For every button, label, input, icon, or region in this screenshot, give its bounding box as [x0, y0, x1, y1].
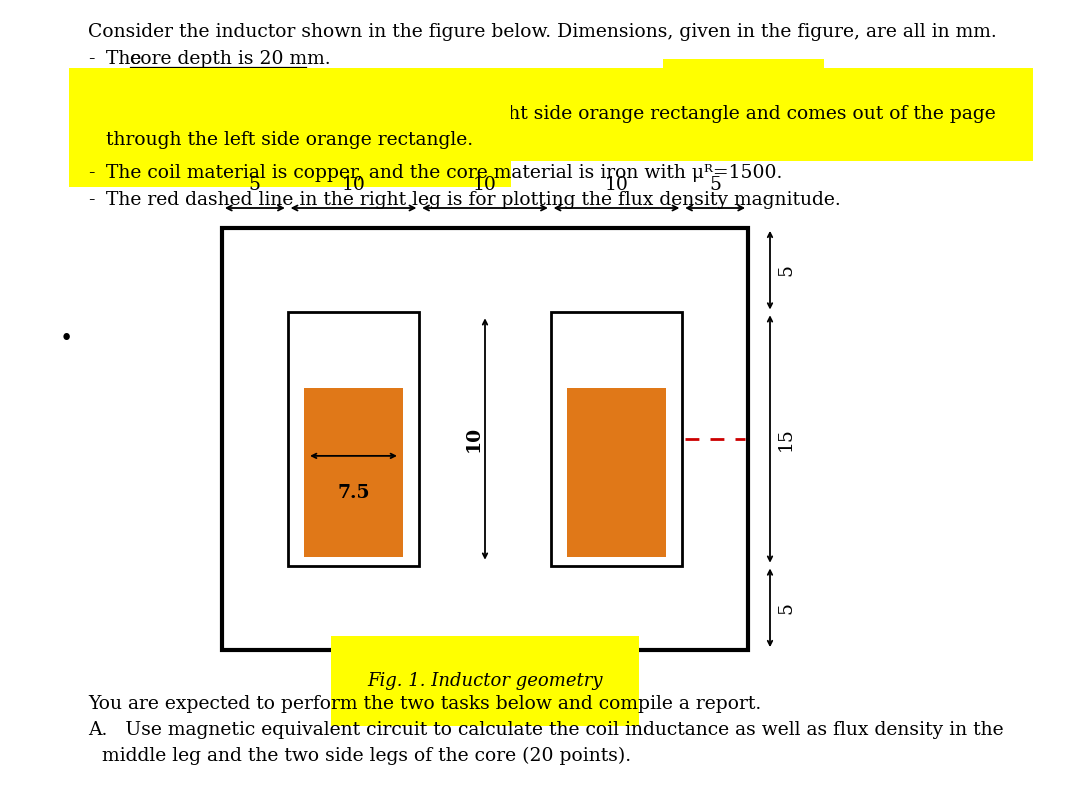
Text: 5: 5 — [249, 176, 261, 194]
Text: 25: 25 — [281, 78, 305, 96]
Text: A.   Use magnetic equivalent circuit to calculate the coil inductance as well as: A. Use magnetic equivalent circuit to ca… — [88, 721, 1004, 739]
Text: The number of turns is: The number of turns is — [106, 78, 329, 96]
Text: current goes into the page through the right side orange rectangle and comes out: current goes into the page through the r… — [106, 105, 995, 123]
Bar — [551, 312, 682, 566]
Text: The: The — [106, 50, 147, 68]
Text: -: - — [88, 50, 95, 68]
Text: 10: 10 — [342, 176, 366, 194]
Text: 5: 5 — [776, 602, 795, 614]
Text: middle leg and the two side legs of the core (20 points).: middle leg and the two side legs of the … — [102, 747, 632, 765]
Text: The coil material is copper, and the core material is iron with μᴿ=1500.: The coil material is copper, and the cor… — [106, 164, 782, 182]
Text: 15: 15 — [776, 427, 795, 451]
Text: 0.5 A.: 0.5 A. — [638, 78, 694, 96]
Text: and the DC current flowing in the winding is: and the DC current flowing in the windin… — [299, 78, 735, 96]
Text: -: - — [88, 78, 95, 96]
Text: 10: 10 — [465, 426, 484, 452]
Text: The red dashed line in the right leg is for plotting the flux density magnitude.: The red dashed line in the right leg is … — [106, 191, 841, 209]
Text: through the left side orange rectangle.: through the left side orange rectangle. — [106, 131, 473, 149]
Text: Consider the inductor shown in the figure below. Dimensions, given in the figure: Consider the inductor shown in the figur… — [88, 23, 996, 41]
Text: Fig. 1. Inductor geometry: Fig. 1. Inductor geometry — [367, 672, 602, 690]
Text: -: - — [88, 164, 95, 182]
Text: 10: 10 — [473, 176, 497, 194]
Text: Suppose the: Suppose the — [682, 78, 805, 96]
Text: 7.5: 7.5 — [338, 484, 370, 502]
Text: 5: 5 — [709, 176, 721, 194]
Bar — [287, 312, 419, 566]
Text: 5: 5 — [776, 264, 795, 276]
Text: You are expected to perform the two tasks below and compile a report.: You are expected to perform the two task… — [88, 695, 761, 713]
Bar — [567, 389, 665, 557]
Bar — [222, 228, 748, 650]
Text: core depth is 20 mm.: core depth is 20 mm. — [130, 50, 331, 68]
Bar — [304, 389, 403, 557]
Text: -: - — [88, 191, 95, 209]
Text: •: • — [60, 328, 73, 350]
Text: 10: 10 — [604, 176, 628, 194]
